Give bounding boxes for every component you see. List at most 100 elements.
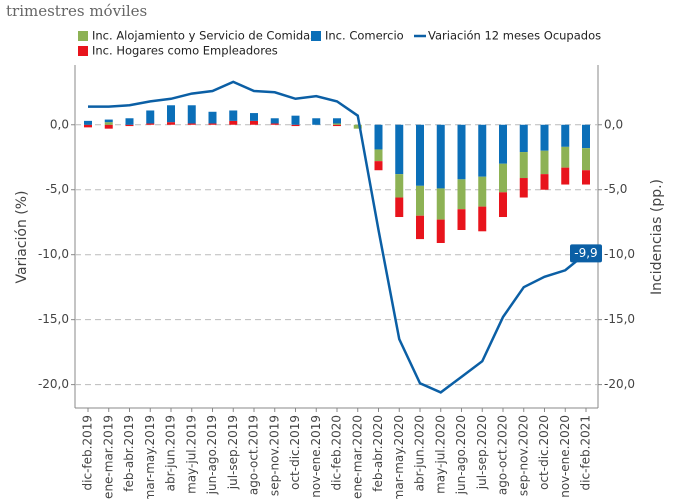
bar xyxy=(374,149,383,162)
bar xyxy=(291,115,300,125)
y2-tick-label: -20,0 xyxy=(604,377,635,391)
bar xyxy=(146,110,155,124)
x-tick-label: feb-abr.2020 xyxy=(371,415,385,492)
bar xyxy=(187,105,196,124)
bar xyxy=(104,122,113,125)
data-label-box xyxy=(570,244,602,263)
bar xyxy=(540,150,549,175)
bar xyxy=(167,105,175,123)
x-tick-label: jul-sep.2019 xyxy=(226,415,240,490)
x-tick-label: abr-jun.2020 xyxy=(413,415,427,491)
x-tick-label: ene-mar.2019 xyxy=(101,415,115,499)
legend-label: Inc. Alojamiento y Servicio de Comidas xyxy=(92,29,316,43)
bar xyxy=(499,163,507,193)
bar xyxy=(540,124,549,151)
legend-swatch xyxy=(78,31,88,41)
y2-tick-label: -10,0 xyxy=(604,247,635,261)
bar xyxy=(333,118,341,124)
bar xyxy=(395,197,404,218)
bar xyxy=(104,119,113,123)
y-tick-label: -15,0 xyxy=(38,312,69,326)
x-tick-label: may-jul.2020 xyxy=(433,415,447,494)
bar xyxy=(436,188,445,220)
x-tick-label: jun-ago.2020 xyxy=(454,415,468,495)
x-tick-label: sep-nov.2020 xyxy=(516,415,530,496)
y-tick-label: -10,0 xyxy=(38,247,69,261)
legend-label: Variación 12 meses Ocupados xyxy=(428,29,601,43)
bar xyxy=(519,178,528,198)
x-tick-label: oct-dic.2019 xyxy=(288,415,302,490)
bar xyxy=(333,124,341,127)
x-tick-label: mar-may.2020 xyxy=(392,415,406,499)
bar xyxy=(499,124,507,164)
y2-tick-label: -15,0 xyxy=(604,312,635,326)
bar xyxy=(457,179,466,210)
bar xyxy=(250,120,258,125)
bar xyxy=(499,192,507,218)
bar xyxy=(270,123,279,125)
bar xyxy=(478,124,487,177)
bar xyxy=(395,174,404,198)
y-axis-title: Variación (%) xyxy=(14,191,30,284)
x-tick-label: ene-mar.2020 xyxy=(350,415,364,499)
x-tick-label: ago-oct.2019 xyxy=(247,415,261,495)
bar xyxy=(519,124,528,153)
legend-label: Inc. Comercio xyxy=(325,29,404,43)
x-tick-label: abr-jun.2019 xyxy=(164,415,178,491)
bar xyxy=(374,124,383,150)
bar xyxy=(416,185,424,216)
y-tick-label: 0,0 xyxy=(50,117,69,131)
bar xyxy=(208,123,217,125)
bar xyxy=(84,124,92,128)
bar xyxy=(84,120,92,125)
legend-label: Inc. Hogares como Empleadores xyxy=(92,44,278,58)
x-tick-label: dic-feb.2020 xyxy=(330,415,344,490)
bar xyxy=(540,174,549,190)
bar xyxy=(312,118,321,125)
bar xyxy=(561,167,570,185)
bar xyxy=(457,209,466,231)
y2-tick-label: -5,0 xyxy=(604,182,627,196)
bar xyxy=(374,161,383,171)
x-tick-label: nov-ene.2020 xyxy=(558,415,572,498)
bar xyxy=(582,148,590,171)
legend-swatch xyxy=(311,31,321,41)
bar xyxy=(146,123,155,125)
bar xyxy=(561,124,570,147)
bar xyxy=(416,215,424,240)
bar xyxy=(208,111,217,124)
x-tick-label: may-jul.2019 xyxy=(184,415,198,494)
y2-tick-label: 0,0 xyxy=(604,117,623,131)
x-tick-label: feb-abr.2019 xyxy=(122,415,136,492)
bar xyxy=(291,124,300,127)
bar xyxy=(353,124,362,129)
bar xyxy=(436,219,445,243)
bar xyxy=(187,123,196,125)
x-tick-label: jul-sep.2020 xyxy=(475,415,489,490)
bar xyxy=(582,124,590,149)
bar xyxy=(478,176,487,207)
x-tick-label: ago-oct.2020 xyxy=(496,415,510,495)
x-tick-label: mar-may.2019 xyxy=(143,415,157,499)
bar xyxy=(125,118,134,125)
x-tick-label: dic-feb.2021 xyxy=(579,415,593,490)
bar xyxy=(104,124,113,129)
bar xyxy=(229,120,238,125)
line xyxy=(88,80,587,394)
x-tick-label: jun-ago.2019 xyxy=(205,415,219,495)
y2-axis-title: Incidencias (pp.) xyxy=(649,179,665,295)
bar xyxy=(229,110,238,121)
bar xyxy=(395,124,404,175)
x-tick-label: nov-ene.2019 xyxy=(309,415,323,498)
chart-title: trimestres móviles xyxy=(6,2,147,20)
bar xyxy=(333,123,341,125)
bar xyxy=(167,122,175,125)
bar xyxy=(561,146,570,168)
y-tick-label: -5,0 xyxy=(46,182,69,196)
bar xyxy=(270,118,279,124)
x-tick-label: sep-nov.2019 xyxy=(267,415,281,496)
data-label: -9,9 xyxy=(574,246,597,260)
y-tick-label: -20,0 xyxy=(38,377,69,391)
bar xyxy=(125,124,134,127)
bar xyxy=(478,206,487,232)
